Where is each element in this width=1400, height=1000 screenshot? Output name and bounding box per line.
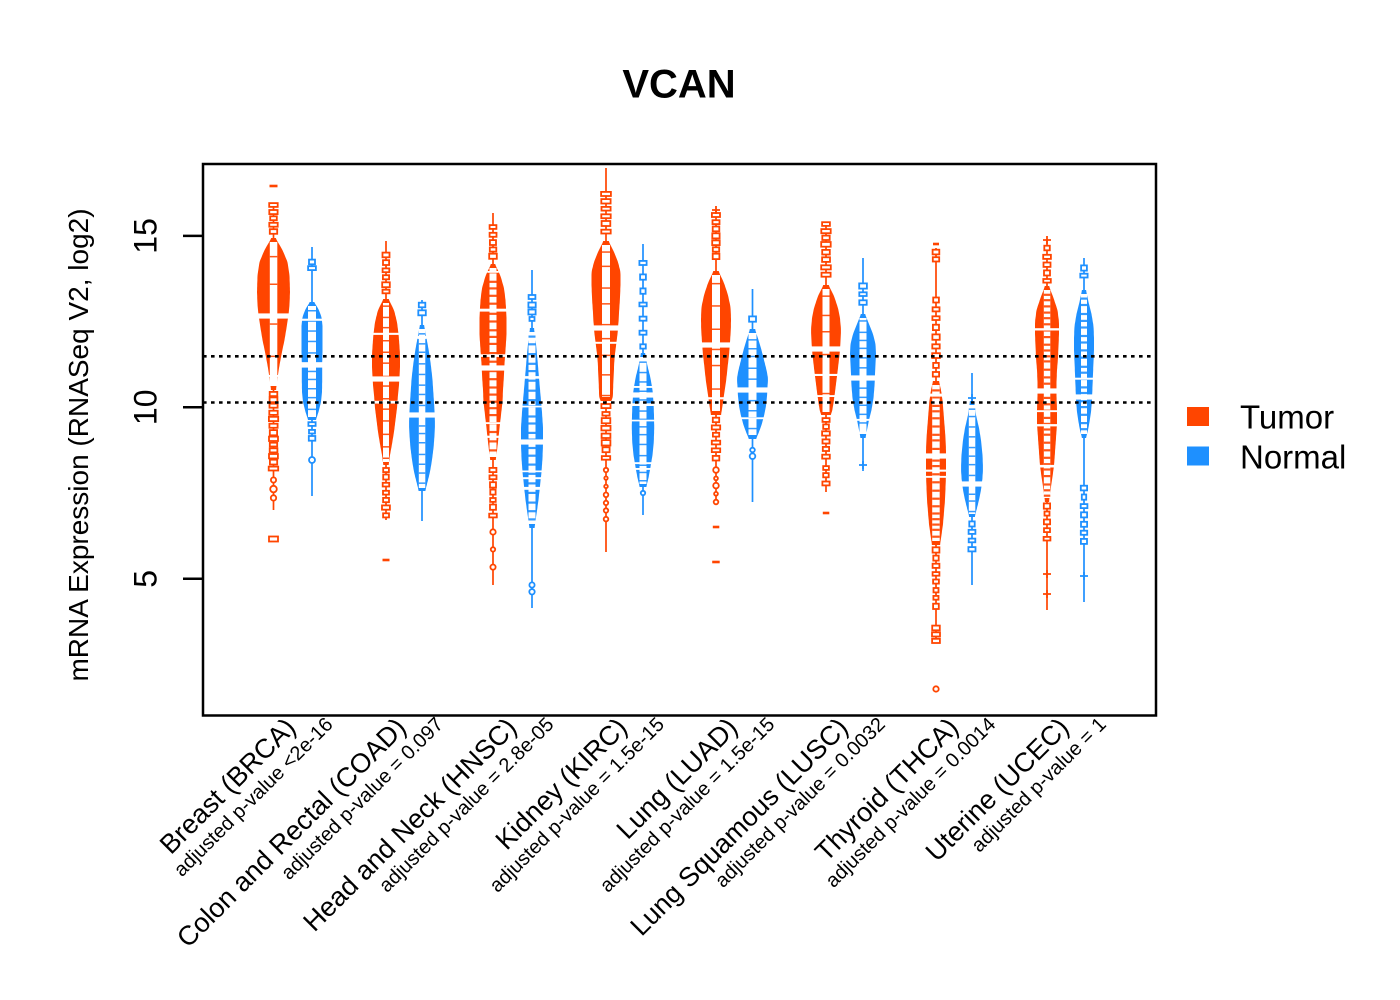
svg-text:15: 15 [128,218,164,254]
svg-text:5: 5 [128,570,164,588]
svg-text:10: 10 [128,390,164,426]
svg-text:Tumor: Tumor [1240,399,1334,436]
svg-text:mRNA Expression (RNASeq V2, lo: mRNA Expression (RNASeq V2, log2) [63,208,94,681]
svg-text:Normal: Normal [1240,439,1346,476]
svg-text:VCAN: VCAN [622,63,735,107]
